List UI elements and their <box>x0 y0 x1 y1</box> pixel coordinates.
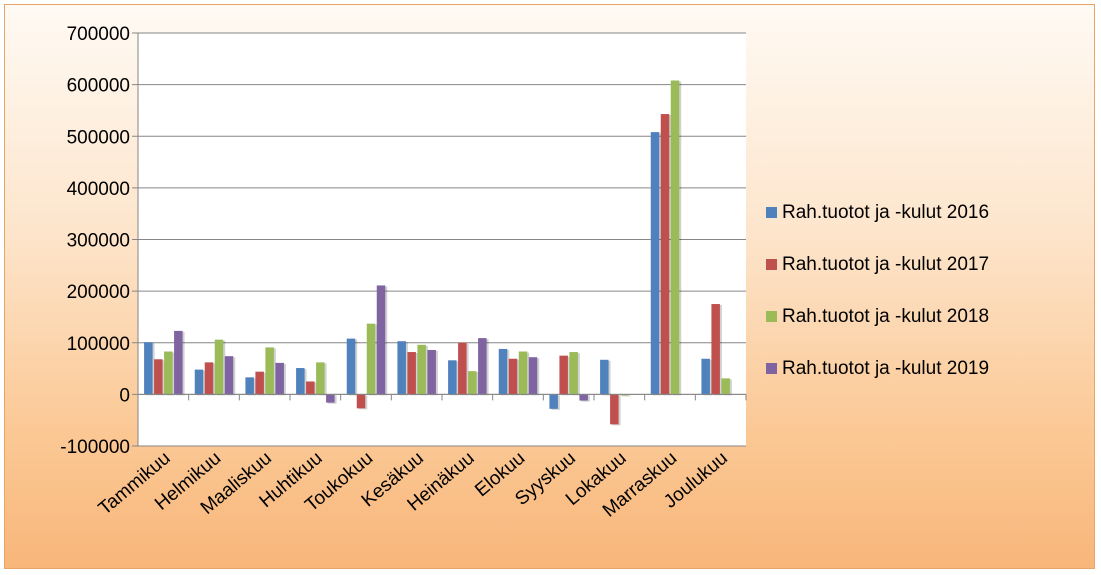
bar <box>498 348 508 395</box>
bar <box>214 339 224 395</box>
y-tick-label: 400000 <box>67 179 130 200</box>
bar <box>316 362 325 395</box>
bar <box>275 362 284 395</box>
y-tick-label: -100000 <box>60 437 130 458</box>
bar <box>174 330 183 395</box>
y-tick-label: 200000 <box>67 282 130 303</box>
legend-swatch <box>766 259 777 270</box>
legend-swatch <box>766 363 777 374</box>
bar <box>265 347 274 395</box>
bar <box>600 359 609 395</box>
bar <box>417 344 426 395</box>
bar <box>701 358 710 395</box>
bar <box>154 359 163 395</box>
y-tick-label: 700000 <box>67 24 130 45</box>
bar <box>549 394 558 409</box>
y-tick-label: 600000 <box>67 76 130 97</box>
bar <box>255 371 264 395</box>
y-tick-label: 100000 <box>67 334 130 355</box>
bar <box>366 323 376 395</box>
bar <box>468 371 477 395</box>
bar <box>346 338 356 395</box>
bar <box>569 352 578 395</box>
bar <box>458 342 467 395</box>
legend-label: Rah.tuotot ja -kulut 2016 <box>782 202 989 223</box>
legend-swatch <box>766 207 777 218</box>
bar <box>711 304 720 395</box>
bar <box>224 356 234 395</box>
bar <box>245 377 254 395</box>
legend-label: Rah.tuotot ja -kulut 2018 <box>782 306 989 327</box>
bar <box>306 381 315 395</box>
bar <box>397 341 406 395</box>
bar <box>164 351 173 395</box>
bar <box>660 114 670 395</box>
bar-shadow <box>622 395 631 397</box>
bar <box>356 394 366 409</box>
bar <box>448 360 457 395</box>
bar <box>427 349 436 395</box>
legend-label: Rah.tuotot ja -kulut 2017 <box>782 254 989 275</box>
y-tick-label: 0 <box>119 385 130 406</box>
bar <box>518 351 528 395</box>
bar <box>610 394 619 425</box>
bar <box>144 342 153 395</box>
bar <box>204 362 214 395</box>
bar <box>508 358 518 395</box>
y-tick-label: 300000 <box>67 231 130 252</box>
bar <box>559 355 568 395</box>
bar <box>528 357 538 395</box>
bar <box>376 285 386 395</box>
bar <box>620 394 629 396</box>
bar <box>326 394 335 403</box>
legend-swatch <box>766 311 777 322</box>
bar <box>579 394 588 401</box>
y-tick-label: 500000 <box>67 127 130 148</box>
bar <box>194 369 204 395</box>
bar <box>650 132 660 395</box>
bar <box>721 378 730 395</box>
legend-label: Rah.tuotot ja -kulut 2019 <box>782 358 989 379</box>
bar <box>478 338 487 395</box>
bar <box>407 352 416 395</box>
bar <box>296 368 305 395</box>
bar <box>670 80 680 395</box>
